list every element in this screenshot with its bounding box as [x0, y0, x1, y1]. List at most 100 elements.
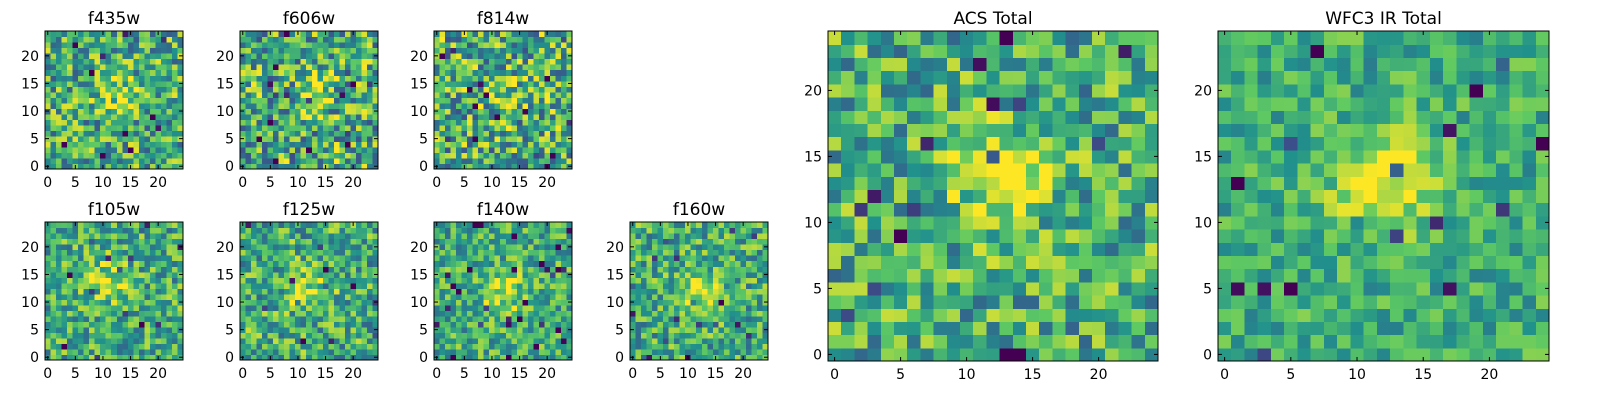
pixel-cell: [630, 337, 637, 345]
pixel-cell: [262, 47, 269, 54]
pixel-cell: [350, 233, 357, 240]
pixel-cell: [94, 255, 101, 262]
pixel-cell: [527, 86, 534, 93]
pixel-cell: [344, 222, 351, 229]
pixel-cell: [674, 249, 681, 256]
pixel-cell: [149, 157, 156, 165]
pixel-cell: [300, 119, 307, 126]
pixel-cell: [45, 141, 52, 148]
pixel-cell: [267, 282, 274, 289]
pixel-cell: [740, 238, 747, 245]
pixel-cell: [555, 130, 562, 137]
pixel-cell: [149, 31, 156, 38]
pixel-cell: [122, 233, 129, 240]
pixel-cell: [61, 157, 68, 165]
pixel-cell: [555, 282, 562, 289]
pixel-cell: [467, 304, 474, 311]
pixel-cell: [494, 64, 501, 71]
pixel-cell: [256, 86, 263, 93]
pixel-cell: [372, 130, 379, 137]
pixel-cell: [166, 75, 173, 82]
pixel-cell: [344, 69, 351, 76]
pixel-cell: [177, 304, 184, 311]
pixel-cell: [467, 64, 474, 71]
pixel-cell: [986, 255, 1001, 270]
pixel-cell: [133, 299, 140, 306]
pixel-cell: [630, 233, 637, 240]
pixel-cell: [61, 348, 68, 356]
pixel-cell: [251, 97, 258, 104]
pixel-cell: [344, 260, 351, 267]
pixel-cell: [267, 42, 274, 49]
pixel-cell: [240, 102, 247, 109]
pixel-cell: [289, 271, 296, 278]
pixel-cell: [89, 163, 96, 170]
pixel-cell: [986, 321, 1001, 336]
pixel-cell: [50, 75, 57, 82]
pixel-cell: [907, 163, 921, 177]
pixel-cell: [122, 146, 129, 154]
pixel-cell: [273, 348, 280, 356]
pixel-cell: [350, 343, 357, 350]
pixel-cell: [350, 141, 357, 148]
pixel-cell: [549, 321, 557, 328]
pixel-cell: [105, 293, 112, 300]
pixel-cell: [67, 293, 74, 300]
pixel-cell: [333, 53, 340, 60]
pixel-cell: [729, 249, 736, 256]
pixel-cell: [538, 321, 545, 328]
pixel-cell: [756, 288, 764, 295]
pixel-cell: [478, 53, 485, 60]
pixel-cell: [516, 108, 523, 115]
pixel-cell: [522, 293, 529, 300]
pixel-cell: [668, 255, 675, 262]
pixel-cell: [372, 260, 379, 267]
pixel-cell: [100, 80, 107, 87]
pixel-cell: [122, 304, 129, 311]
pixel-cell: [133, 91, 140, 98]
pixel-cell: [483, 163, 490, 170]
pixel-cell: [273, 299, 280, 306]
pixel-cell: [166, 113, 173, 120]
y-tick-label: 5: [419, 323, 428, 339]
pixel-cell: [56, 141, 63, 148]
pixel-cell: [149, 80, 156, 87]
pixel-cell: [478, 238, 485, 245]
pixel-cell: [745, 255, 753, 262]
pixel-cell: [72, 238, 79, 245]
pixel-cell: [555, 102, 562, 109]
pixel-cell: [439, 119, 446, 126]
pixel-cell: [740, 310, 747, 317]
pixel-cell: [538, 97, 545, 104]
pixel-cell: [251, 53, 258, 60]
pixel-cell: [494, 141, 501, 148]
pixel-cell: [122, 130, 129, 137]
pixel-cell: [751, 337, 758, 345]
pixel-cell: [505, 288, 512, 295]
pixel-cell: [105, 141, 112, 148]
pixel-cell: [366, 141, 374, 148]
pixel-cell: [83, 146, 90, 154]
pixel-cell: [494, 97, 501, 104]
pixel-cell: [171, 130, 179, 137]
pixel-cell: [566, 124, 573, 131]
pixel-cell: [116, 315, 123, 322]
pixel-cell: [350, 108, 357, 115]
pixel-cell: [500, 332, 507, 339]
pixel-cell: [339, 141, 346, 148]
pixel-cell: [361, 97, 368, 104]
pixel-cell: [72, 321, 79, 328]
pixel-cell: [544, 288, 551, 295]
pixel-cell: [322, 266, 329, 273]
pixel-cell: [690, 326, 697, 333]
pixel-cell: [434, 91, 441, 98]
pixel-cell: [138, 124, 145, 131]
pixel-cell: [89, 277, 96, 284]
pixel-cell: [328, 326, 335, 333]
pixel-cell: [500, 304, 507, 311]
pixel-cell: [555, 249, 562, 256]
pixel-cell: [166, 332, 173, 339]
pixel-cell: [240, 91, 247, 98]
pixel-cell: [267, 91, 274, 98]
pixel-cell: [333, 288, 340, 295]
